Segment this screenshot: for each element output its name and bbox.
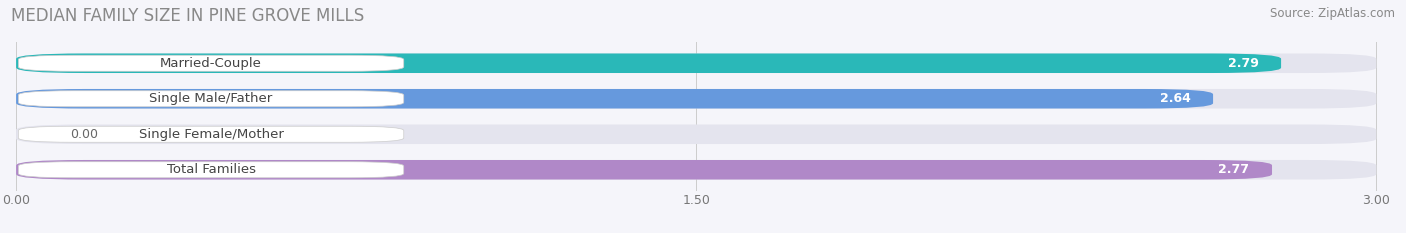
FancyBboxPatch shape — [15, 54, 1281, 73]
FancyBboxPatch shape — [18, 55, 404, 71]
FancyBboxPatch shape — [15, 160, 1272, 179]
FancyBboxPatch shape — [18, 91, 404, 107]
FancyBboxPatch shape — [15, 54, 1376, 73]
Text: 0.00: 0.00 — [70, 128, 98, 141]
Text: Source: ZipAtlas.com: Source: ZipAtlas.com — [1270, 7, 1395, 20]
FancyBboxPatch shape — [18, 126, 404, 142]
Text: Married-Couple: Married-Couple — [160, 57, 262, 70]
Text: MEDIAN FAMILY SIZE IN PINE GROVE MILLS: MEDIAN FAMILY SIZE IN PINE GROVE MILLS — [11, 7, 364, 25]
FancyBboxPatch shape — [15, 160, 1376, 179]
Text: Total Families: Total Families — [166, 163, 256, 176]
FancyBboxPatch shape — [15, 124, 1376, 144]
FancyBboxPatch shape — [18, 162, 404, 178]
Text: 2.77: 2.77 — [1219, 163, 1250, 176]
Text: Single Female/Mother: Single Female/Mother — [139, 128, 284, 141]
Text: Single Male/Father: Single Male/Father — [149, 92, 273, 105]
Text: 2.64: 2.64 — [1160, 92, 1191, 105]
Text: 2.79: 2.79 — [1227, 57, 1258, 70]
FancyBboxPatch shape — [15, 89, 1213, 109]
FancyBboxPatch shape — [15, 89, 1376, 109]
